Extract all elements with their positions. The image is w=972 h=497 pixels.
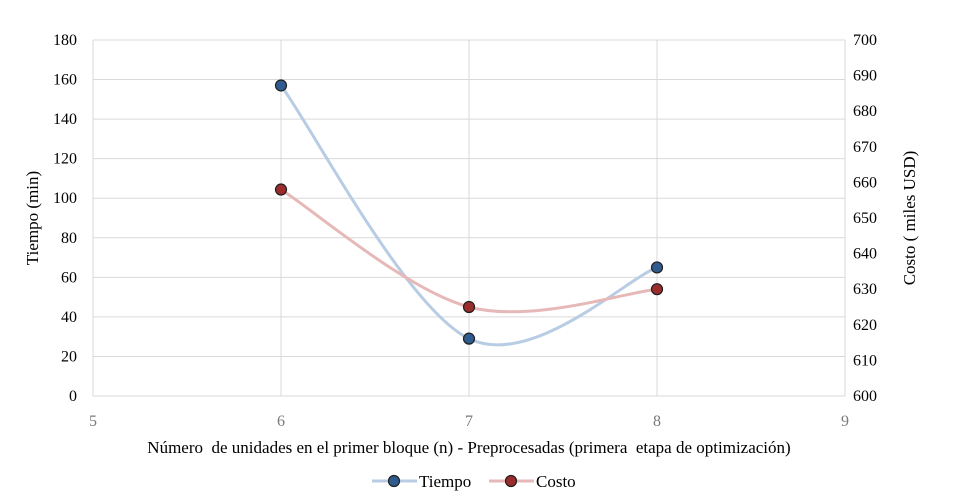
costo-point: [462, 300, 476, 314]
y-right-tick-label: 610: [853, 352, 877, 369]
y-left-tick-label: 0: [69, 388, 77, 405]
y-left-tick-label: 40: [61, 309, 77, 326]
y-left-tick-label: 160: [53, 72, 77, 89]
y-left-tick-label: 140: [53, 111, 77, 128]
y-left-tick-label: 180: [53, 32, 77, 49]
y-right-tick-label: 700: [853, 32, 877, 49]
legend-item-tiempo: Tiempo: [372, 472, 471, 491]
y-right-tick-label: 630: [853, 281, 877, 298]
x-tick-label: 8: [653, 413, 661, 430]
series-points: [274, 79, 664, 345]
grid: [92, 39, 846, 397]
x-tick-label: 6: [277, 413, 285, 430]
y-axis-left-ticks: 0 20 40 60 80 100 120 140 160 180: [53, 32, 77, 405]
y-right-tick-label: 600: [853, 388, 877, 405]
tiempo-point: [462, 332, 476, 345]
legend-marker: [504, 474, 518, 488]
tiempo-point: [274, 79, 288, 92]
y-right-tick-label: 660: [853, 174, 877, 191]
y-left-tick-label: 60: [61, 269, 77, 286]
y-left-tick-label: 20: [61, 348, 77, 365]
legend-marker: [387, 474, 401, 488]
y-left-tick-label: 120: [53, 151, 77, 168]
costo-point: [650, 283, 664, 296]
legend-label: Costo: [536, 472, 576, 491]
y-left-tick-label: 80: [61, 230, 77, 247]
x-axis-ticks: 5 6 7 8 9: [89, 413, 849, 430]
y-right-tick-label: 670: [853, 139, 877, 156]
legend: Tiempo Costo: [372, 472, 576, 491]
y-right-tick-label: 650: [853, 210, 877, 227]
y-right-tick-label: 690: [853, 68, 877, 85]
x-tick-label: 9: [841, 413, 849, 430]
legend-item-costo: Costo: [489, 472, 576, 491]
costo-point: [274, 183, 288, 196]
x-axis-title: Número de unidades en el primer bloque (…: [147, 438, 790, 457]
x-tick-label: 5: [89, 413, 97, 430]
y-axis-right-ticks: 600 610 620 630 640 650 660 670 680 690 700: [853, 32, 877, 405]
tiempo-point: [650, 261, 664, 274]
legend-label: Tiempo: [419, 472, 471, 491]
y-right-tick-label: 640: [853, 246, 877, 263]
y-right-tick-label: 620: [853, 317, 877, 334]
x-tick-label: 7: [465, 413, 473, 430]
y-axis-left-title: Tiempo (min): [23, 171, 42, 265]
y-right-tick-label: 680: [853, 103, 877, 120]
y-left-tick-label: 100: [53, 190, 77, 207]
y-axis-right-title: Costo ( miles USD): [900, 151, 919, 286]
